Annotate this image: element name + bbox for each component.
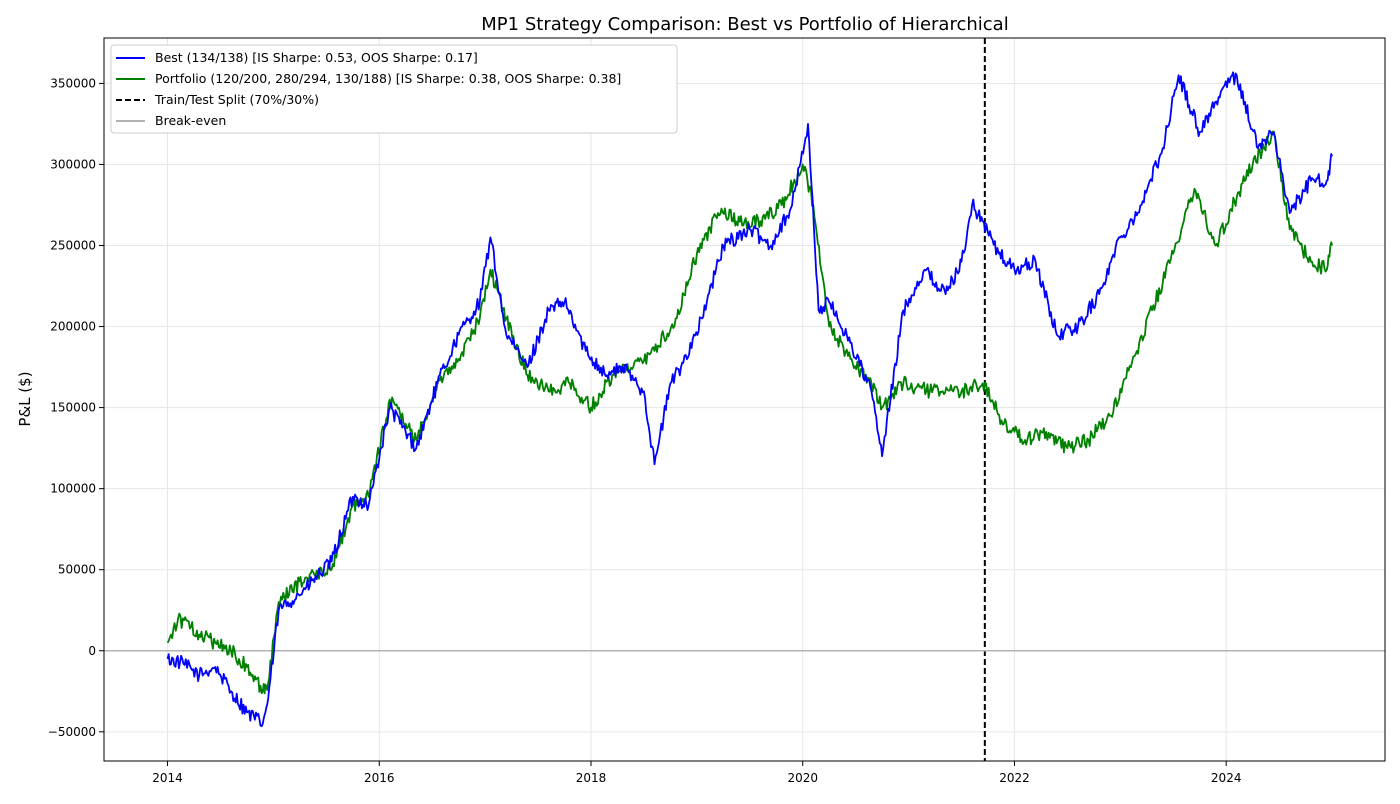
legend: Best (134/138) [IS Sharpe: 0.53, OOS Sha… xyxy=(110,44,678,134)
legend-entry-portfolio-label: Portfolio (120/200, 280/294, 130/188) [I… xyxy=(155,71,621,86)
y-tick-label: 300000 xyxy=(50,157,96,171)
y-tick-label: 50000 xyxy=(58,563,96,577)
grid xyxy=(104,38,1385,761)
legend-entry-best-label: Best (134/138) [IS Sharpe: 0.53, OOS Sha… xyxy=(155,50,478,65)
series-portfolio-line xyxy=(166,130,1333,695)
legend-frame xyxy=(110,44,678,134)
y-axis-label: P&L ($) xyxy=(16,371,34,426)
y-tick-label: 100000 xyxy=(50,482,96,496)
legend-entry-break-even-label: Break-even xyxy=(155,113,226,128)
chart-title: MP1 Strategy Comparison: Best vs Portfol… xyxy=(481,14,1008,35)
legend-entry-split-label: Train/Test Split (70%/30%) xyxy=(154,92,319,107)
x-tick-label: 2022 xyxy=(999,771,1030,785)
series-lines xyxy=(166,71,1333,728)
axis-ticks: 2014 2016 2018 2020 2022 2024 −50000 0 50000 1000… xyxy=(48,76,1242,785)
y-tick-label: 250000 xyxy=(50,238,96,252)
x-tick-label: 2018 xyxy=(576,771,607,785)
x-tick-label: 2016 xyxy=(364,771,395,785)
x-tick-label: 2024 xyxy=(1211,771,1242,785)
y-tick-label: −50000 xyxy=(48,725,96,739)
plot-frame xyxy=(103,37,1386,762)
reference-lines xyxy=(104,38,1385,761)
x-tick-label: 2020 xyxy=(787,771,818,785)
y-tick-label: 150000 xyxy=(50,401,96,415)
y-tick-label: 0 xyxy=(88,644,96,658)
y-tick-label: 200000 xyxy=(50,320,96,334)
x-tick-label: 2014 xyxy=(152,771,183,785)
y-tick-label: 350000 xyxy=(50,76,96,90)
series-best-line xyxy=(166,71,1333,728)
